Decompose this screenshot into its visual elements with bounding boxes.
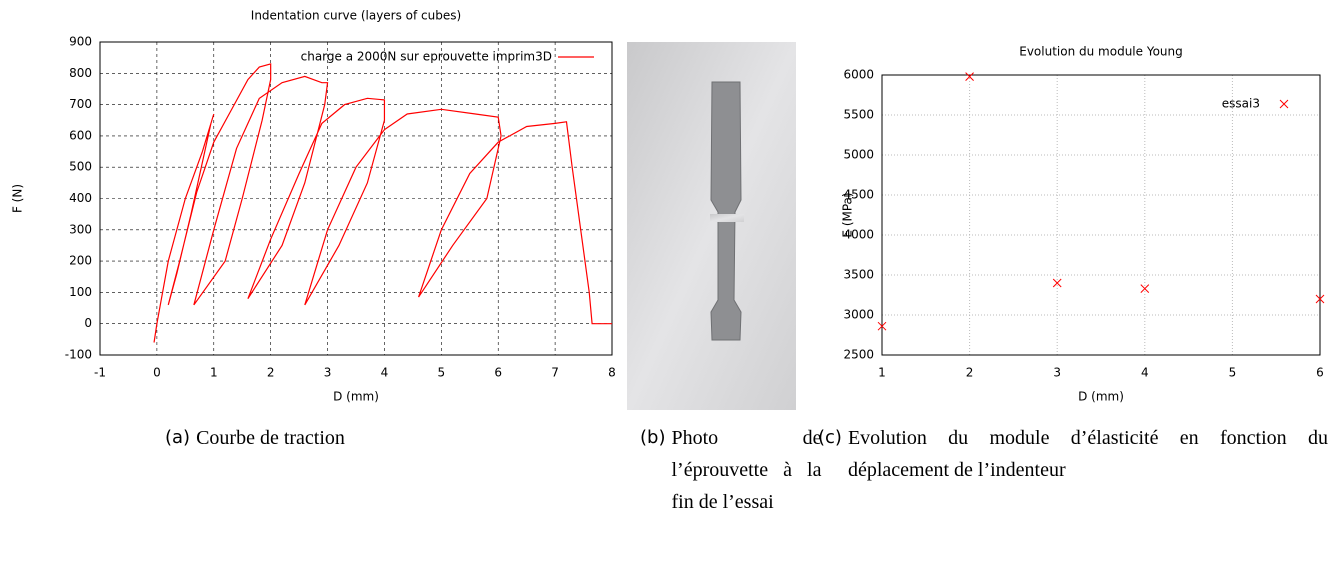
chart-title: Evolution du module Young (1019, 45, 1183, 59)
caption-label: (c) (818, 427, 842, 448)
caption-label: (b) (640, 427, 666, 448)
chart-title: Indentation curve (layers of cubes) (251, 9, 461, 23)
y-tick-label: 500 (69, 160, 92, 174)
x-tick-label: 2 (966, 366, 974, 380)
x-tick-label: 3 (324, 366, 332, 380)
x-axis-label: D (mm) (333, 390, 379, 404)
y-tick-label: 600 (69, 128, 92, 142)
x-tick-label: 1 (210, 366, 218, 380)
data-point (1315, 294, 1325, 304)
y-tick-label: 6000 (843, 68, 874, 82)
y-tick-label: -100 (65, 348, 92, 362)
y-axis-label: F (N) (11, 184, 25, 213)
y-tick-label: 5000 (843, 148, 874, 162)
plot-frame (99, 41, 613, 356)
y-tick-label: 4500 (843, 188, 874, 202)
photo (627, 42, 796, 410)
data-point (965, 72, 974, 81)
x-tick-label: 7 (551, 366, 559, 380)
x-tick-label: 8 (608, 366, 616, 380)
caption: (c) Evolution du module d’élasticité en f… (818, 422, 1328, 486)
legend-label: essai3 (1222, 97, 1260, 111)
y-tick-label: 3500 (843, 268, 874, 282)
y-tick-label: 200 (69, 254, 92, 268)
caption-text: Courbe de traction (196, 427, 345, 449)
x-tick-label: 6 (494, 366, 502, 380)
y-tick-label: 4000 (843, 228, 874, 242)
x-axis-label: D (mm) (1078, 390, 1124, 404)
x-tick-label: 5 (1229, 366, 1237, 380)
caption-label: (a) (165, 427, 191, 448)
x-tick-label: 1 (878, 366, 886, 380)
x-tick-label: 6 (1316, 366, 1324, 380)
data-point (877, 321, 887, 331)
x-tick-label: 5 (438, 366, 446, 380)
y-tick-label: 300 (69, 222, 92, 236)
y-tick-label: 800 (69, 66, 92, 80)
legend-marker (1279, 99, 1289, 109)
data-line (153, 63, 612, 343)
y-tick-label: 100 (69, 285, 92, 299)
y-tick-label: 3000 (843, 308, 874, 322)
y-tick-label: 0 (84, 316, 92, 330)
y-tick-label: 5500 (843, 108, 874, 122)
plot-frame (881, 74, 1321, 356)
y-tick-label: 400 (69, 191, 92, 205)
caption-text: Evolution du module d’élasticité en fonc… (847, 427, 1328, 481)
x-tick-label: 4 (381, 366, 389, 380)
data-point (1140, 284, 1150, 293)
y-tick-label: 700 (69, 97, 92, 111)
y-axis-label: E (MPa) (841, 192, 855, 237)
x-tick-label: 2 (267, 366, 275, 380)
caption: (b) Photo de l’éprouvette à la fin de l’e… (640, 422, 821, 518)
x-tick-label: 0 (153, 366, 161, 380)
caption-text: Photo de l’éprouvette à la fin de l’essa… (671, 427, 822, 513)
x-tick-label: 3 (1053, 366, 1061, 380)
legend-label: charge a 2000N sur eprouvette imprim3D (301, 50, 552, 64)
x-tick-label: -1 (94, 366, 106, 380)
caption: (a) Courbe de traction (165, 422, 345, 454)
y-tick-label: 2500 (843, 348, 874, 362)
x-tick-label: 4 (1141, 366, 1149, 380)
data-point (1052, 278, 1062, 288)
y-tick-label: 900 (69, 35, 92, 49)
